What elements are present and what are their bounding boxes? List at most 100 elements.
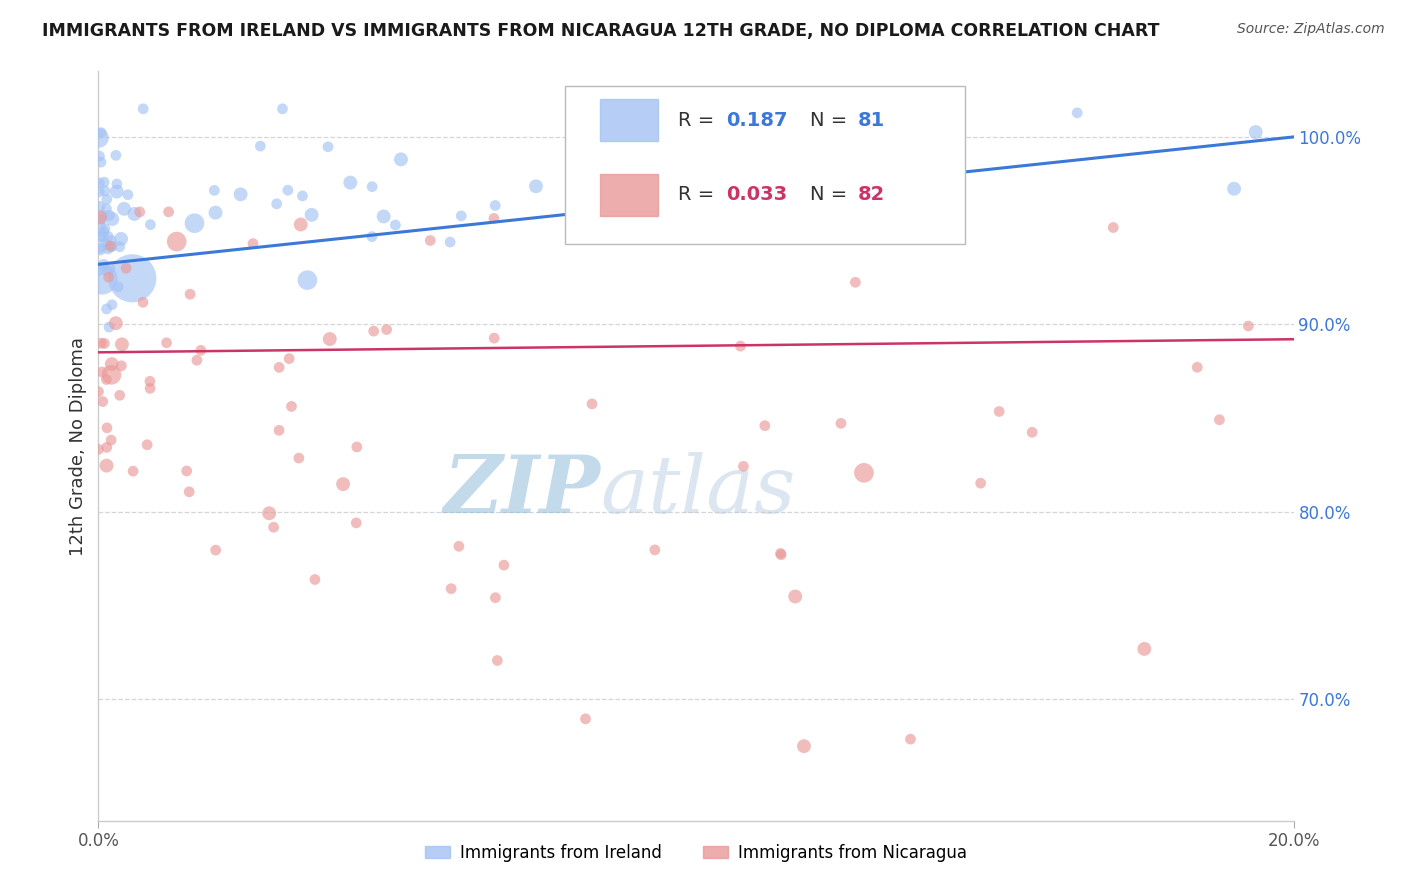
Point	[100, 240, 122, 254]
Point	[136, 438, 159, 452]
Point	[112, 202, 135, 216]
Point	[104, 316, 127, 330]
Point	[581, 397, 603, 411]
Point	[90, 229, 112, 244]
Point	[361, 229, 384, 244]
Point	[89, 176, 111, 190]
Point	[969, 476, 991, 491]
Text: 0.033: 0.033	[725, 186, 787, 204]
Text: N =: N =	[810, 186, 853, 204]
Point	[278, 351, 301, 366]
Point	[204, 543, 226, 558]
Point	[115, 261, 138, 276]
Point	[117, 187, 139, 202]
Point	[105, 177, 128, 191]
Point	[673, 180, 696, 194]
Point	[128, 205, 150, 219]
Text: R =: R =	[678, 111, 720, 129]
Point	[852, 466, 875, 480]
Point	[121, 271, 143, 285]
Point	[373, 210, 395, 224]
Point	[91, 229, 114, 244]
Point	[269, 360, 291, 375]
Point	[524, 179, 547, 194]
Point	[89, 211, 111, 225]
Point	[87, 442, 110, 457]
Point	[98, 239, 121, 253]
Point	[419, 234, 441, 248]
Point	[87, 262, 110, 277]
Text: IMMIGRANTS FROM IRELAND VS IMMIGRANTS FROM NICARAGUA 12TH GRADE, NO DIPLOMA CORR: IMMIGRANTS FROM IRELAND VS IMMIGRANTS FR…	[42, 22, 1160, 40]
Point	[574, 712, 596, 726]
Point	[139, 218, 162, 232]
Point	[730, 339, 752, 353]
Point	[733, 459, 755, 474]
Point	[89, 243, 111, 257]
Point	[316, 140, 339, 154]
Point	[301, 208, 323, 222]
Point	[101, 212, 124, 227]
Point	[242, 236, 264, 251]
Point	[280, 400, 302, 414]
Point	[94, 184, 117, 198]
Point	[89, 241, 111, 255]
Point	[263, 520, 285, 534]
Point	[93, 175, 115, 189]
Point	[332, 477, 354, 491]
Point	[439, 235, 461, 249]
Point	[91, 394, 114, 409]
Point	[440, 582, 463, 596]
Point	[910, 102, 932, 116]
Point	[450, 209, 472, 223]
Point	[363, 324, 385, 338]
Point	[257, 506, 280, 520]
Point	[98, 208, 121, 222]
Text: R =: R =	[678, 186, 720, 204]
Text: Source: ZipAtlas.com: Source: ZipAtlas.com	[1237, 22, 1385, 37]
Point	[988, 404, 1011, 418]
Point	[176, 464, 198, 478]
Point	[98, 261, 121, 276]
Point	[107, 279, 129, 293]
Point	[97, 270, 120, 285]
Point	[775, 102, 797, 116]
Point	[96, 192, 118, 206]
Point	[101, 298, 124, 312]
Point	[319, 332, 342, 346]
Point	[267, 423, 290, 437]
Point	[492, 558, 515, 573]
Point	[186, 353, 208, 368]
Point	[155, 335, 177, 350]
Point	[288, 451, 311, 466]
Point	[89, 199, 111, 213]
Point	[91, 208, 114, 222]
Point	[763, 230, 786, 244]
Point	[124, 207, 146, 221]
Point	[741, 172, 763, 186]
Point	[1244, 125, 1267, 139]
Text: 81: 81	[858, 111, 884, 129]
Point	[290, 218, 312, 232]
Point	[94, 221, 117, 235]
Point	[291, 189, 314, 203]
Point	[607, 232, 630, 246]
Point	[486, 653, 509, 667]
Point	[277, 183, 299, 197]
Point	[204, 205, 226, 219]
Point	[844, 276, 866, 290]
Text: 0.187: 0.187	[725, 111, 787, 129]
Point	[96, 202, 118, 216]
Point	[202, 183, 225, 197]
Point	[110, 232, 132, 246]
Point	[179, 484, 201, 499]
Point	[111, 337, 134, 351]
Point	[266, 196, 288, 211]
Point	[91, 365, 114, 379]
Point	[183, 216, 205, 230]
Point	[793, 739, 815, 754]
Point	[249, 139, 271, 153]
Point	[90, 336, 112, 351]
Point	[108, 240, 131, 254]
Point	[865, 116, 887, 130]
Text: ZIP: ZIP	[443, 452, 600, 530]
